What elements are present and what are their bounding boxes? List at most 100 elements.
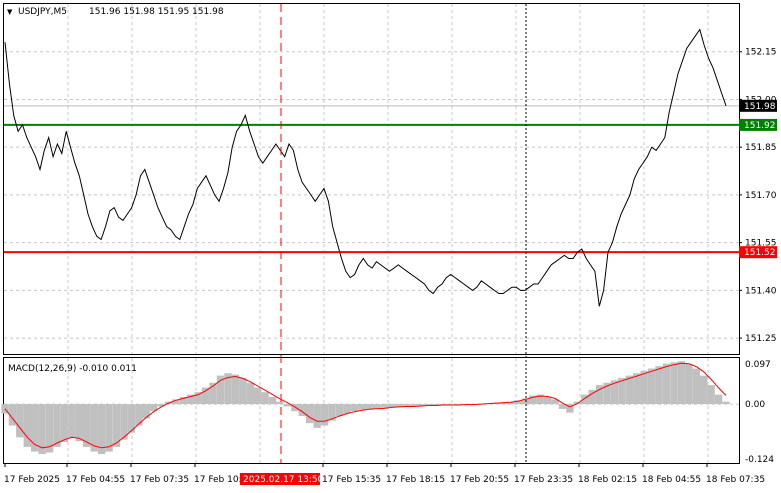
macd-bar xyxy=(179,397,188,405)
macd-bar xyxy=(216,375,225,405)
macd-bar xyxy=(97,404,106,454)
x-tick-label: 18 Feb 04:55 xyxy=(642,475,701,485)
macd-bar xyxy=(350,404,358,412)
macd-bar xyxy=(16,404,24,438)
macd-bar xyxy=(655,366,663,405)
macd-bar xyxy=(75,404,83,442)
level-price-tag xyxy=(739,118,777,131)
y-tick-label: 151.40 xyxy=(745,286,777,296)
macd-bar xyxy=(231,374,240,405)
y-tick-label: 151.85 xyxy=(745,143,777,153)
macd-bar xyxy=(135,404,143,426)
macd-bar xyxy=(365,404,373,409)
macd-bar xyxy=(700,375,708,405)
chart-caret-icon[interactable]: ▼ xyxy=(7,8,13,16)
macd-bar xyxy=(625,375,634,405)
macd-bar xyxy=(432,404,440,406)
macd-bar xyxy=(268,397,277,405)
x-tick-label: 17 Feb 23:35 xyxy=(514,475,573,485)
macd-tick-label: 0.00 xyxy=(745,400,765,410)
macd-tick-label: 0.097 xyxy=(745,360,771,370)
macd-bar xyxy=(692,368,700,405)
x-tick-label: 17 Feb 10:15 xyxy=(194,475,253,485)
x-tick-label: 17 Feb 07:35 xyxy=(130,475,189,485)
macd-bar xyxy=(640,370,648,405)
x-tick-label: 18 Feb 07:35 xyxy=(706,475,765,485)
macd-bar xyxy=(254,387,262,405)
x-tick-label: 17 Feb 18:15 xyxy=(386,475,445,485)
macd-bar xyxy=(387,404,396,407)
macd-bar xyxy=(343,404,351,414)
macd-bar xyxy=(120,404,128,440)
macd-bar xyxy=(506,401,515,405)
macd-bar xyxy=(425,404,433,406)
macd-bar xyxy=(335,404,344,416)
x-tick-label: 17 Feb 15:35 xyxy=(322,475,381,485)
y-tick-label: 151.70 xyxy=(745,191,777,201)
x-tick-label: 17 Feb 20:55 xyxy=(450,475,509,485)
macd-bar xyxy=(157,404,165,407)
macd-bar xyxy=(276,401,284,405)
macd-bar xyxy=(543,397,552,405)
macd-bar xyxy=(53,404,61,447)
macd-bar xyxy=(358,404,366,410)
macd-bar xyxy=(603,382,611,405)
macd-bar xyxy=(558,404,567,409)
macd-bar xyxy=(685,363,693,405)
macd-bar xyxy=(633,373,641,405)
macd-bar xyxy=(306,404,314,424)
macd-bar xyxy=(194,392,202,405)
macd-bar xyxy=(714,394,723,405)
macd-bar xyxy=(529,395,537,405)
macd-bar xyxy=(566,404,574,413)
macd-bar xyxy=(246,382,254,405)
current-price-tag xyxy=(739,99,777,112)
macd-bar xyxy=(320,404,329,426)
macd-bar xyxy=(417,404,425,406)
macd-bar xyxy=(372,404,381,409)
macd-bar xyxy=(172,399,180,405)
macd-bar xyxy=(722,401,730,405)
macd-bar xyxy=(291,404,299,412)
macd-label: MACD(12,26,9) -0.010 0.011 xyxy=(8,364,137,374)
macd-bar xyxy=(595,385,604,405)
macd-bar xyxy=(402,404,411,407)
x-tick-label: 17 Feb 2025 xyxy=(4,475,60,485)
y-tick-label: 151.25 xyxy=(745,334,777,344)
macd-bar xyxy=(521,398,529,405)
macd-bar xyxy=(68,404,76,439)
level-price-label: 151.92 xyxy=(744,121,776,131)
ohlc-values: 151.96 151.98 151.95 151.98 xyxy=(89,7,224,17)
macd-bar xyxy=(149,404,158,412)
macd-bar xyxy=(45,404,54,453)
macd-bar xyxy=(610,380,619,405)
macd-signal-line xyxy=(4,362,727,449)
macd-bar xyxy=(83,404,91,447)
macd-bar xyxy=(127,404,135,433)
macd-bar xyxy=(142,404,150,419)
level-price-label: 151.52 xyxy=(744,248,776,258)
macd-tick-label: -0.124 xyxy=(745,455,774,465)
level-price-tag xyxy=(739,246,777,259)
macd-bar xyxy=(31,404,39,452)
y-tick-label: 151.55 xyxy=(745,239,777,249)
macd-bar xyxy=(670,362,678,405)
macd-bar xyxy=(707,385,715,405)
macd-bar xyxy=(261,392,269,405)
macd-bar xyxy=(588,389,596,405)
macd-bar xyxy=(209,382,217,405)
macd-bar xyxy=(662,363,671,405)
macd-bar xyxy=(90,404,98,452)
macd-bar xyxy=(514,400,522,405)
macd-bar xyxy=(112,404,121,447)
time-highlight-tag xyxy=(240,473,320,485)
macd-bar xyxy=(23,404,31,447)
current-price-label: 151.98 xyxy=(744,102,776,112)
macd-bar xyxy=(239,378,247,405)
macd-bar xyxy=(410,404,418,406)
y-tick-label: 152.00 xyxy=(745,95,777,105)
macd-bar xyxy=(38,404,46,454)
macd-bar xyxy=(313,404,321,428)
price-panel-frame xyxy=(3,3,740,355)
